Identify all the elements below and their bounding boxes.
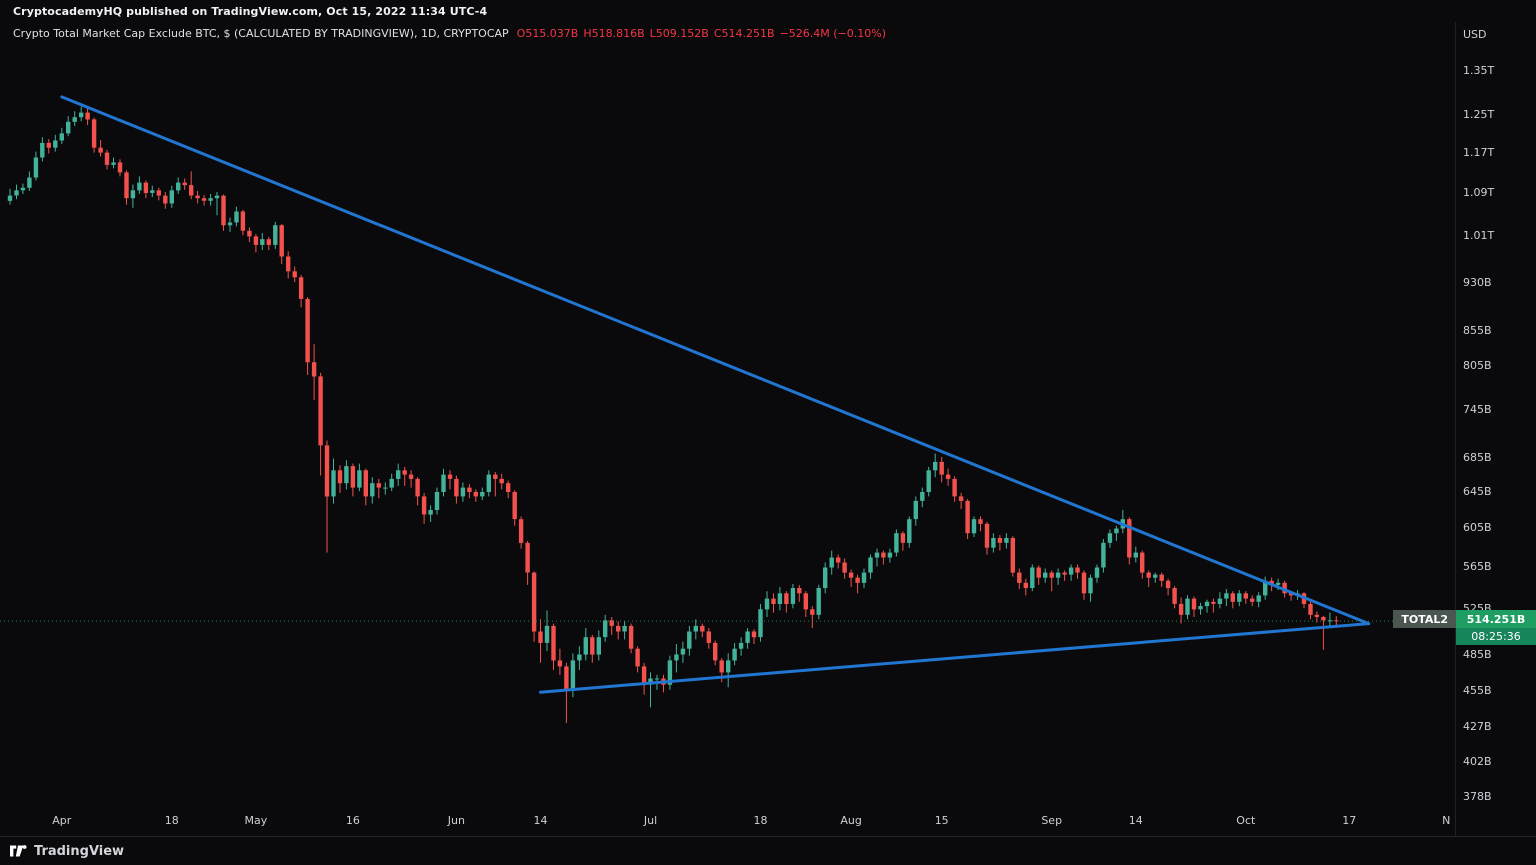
time-axis-label: 18 xyxy=(753,814,768,827)
price-label-symbol: TOTAL2 xyxy=(1393,610,1456,628)
time-axis-label: Jul xyxy=(643,814,658,827)
time-axis-label: 17 xyxy=(1342,814,1357,827)
price-tick-label: 1.09T xyxy=(1463,185,1495,199)
low-value: L509.152B xyxy=(649,27,709,40)
time-axis-label: 18 xyxy=(164,814,179,827)
open-value: O515.037B xyxy=(516,27,579,40)
footer-bar: TradingView xyxy=(0,836,1536,865)
price-tick-label: 605B xyxy=(1463,521,1492,535)
bar-countdown: 08:25:36 xyxy=(1456,628,1536,645)
close-value: C514.251B xyxy=(713,27,775,40)
price-tick-label: 805B xyxy=(1463,358,1492,372)
attribution-text: CryptocademyHQ published on TradingView.… xyxy=(13,4,488,18)
price-tick-label: 1.25T xyxy=(1463,107,1495,121)
price-tick-label: 485B xyxy=(1463,647,1492,661)
price-label-value: 514.251B xyxy=(1456,610,1536,628)
price-tick-label: 427B xyxy=(1463,720,1492,734)
time-axis-label: 15 xyxy=(934,814,949,827)
price-tick-label: 1.35T xyxy=(1463,64,1495,77)
price-axis-currency: USD xyxy=(1463,28,1487,41)
time-axis-label: 14 xyxy=(1128,814,1143,827)
attribution-bar: CryptocademyHQ published on TradingView.… xyxy=(0,0,1536,22)
descending-resistance-trendline[interactable] xyxy=(60,95,1371,626)
price-tick-label: 565B xyxy=(1463,560,1492,574)
tradingview-logo[interactable] xyxy=(10,844,27,858)
price-tick-label: 455B xyxy=(1463,683,1492,697)
time-axis-label: Apr xyxy=(52,814,72,827)
price-tick-label: 378B xyxy=(1463,789,1492,803)
price-tick-label: 1.01T xyxy=(1463,229,1495,243)
symbol-description: Crypto Total Market Cap Exclude BTC, $ (… xyxy=(13,27,509,40)
time-axis-label: 16 xyxy=(345,814,360,827)
price-tick-label: 855B xyxy=(1463,324,1492,338)
ascending-support-trendline[interactable] xyxy=(539,622,1371,694)
time-axis-label: May xyxy=(244,814,268,827)
ohlc-values: O515.037B H518.816B L509.152B C514.251B −526… xyxy=(517,27,891,40)
time-axis-label: Aug xyxy=(840,814,862,827)
time-axis-label: Oct xyxy=(1236,814,1256,827)
price-tick-label: 685B xyxy=(1463,450,1492,464)
price-tick-label: 1.17T xyxy=(1463,145,1495,159)
current-price-label: TOTAL2 514.251B 08:25:36 xyxy=(1393,610,1536,645)
price-tick-label: 745B xyxy=(1463,402,1492,416)
time-axis-label: Sep xyxy=(1041,814,1063,827)
time-axis-label: 14 xyxy=(533,814,548,827)
tradingview-brand[interactable]: TradingView xyxy=(34,843,125,859)
high-value: H518.816B xyxy=(583,27,645,40)
chart-legend: Crypto Total Market Cap Exclude BTC, $ (… xyxy=(13,27,891,40)
time-axis-label: N xyxy=(1442,814,1451,827)
price-tick-label: 645B xyxy=(1463,485,1492,498)
price-axis[interactable]: USD 1.35T 1.25T 1.17T 1.09T 1.01T 930B 855B 805… xyxy=(1456,22,1536,836)
time-axis-label: Jun xyxy=(447,814,465,827)
change-value: −526.4M (−0.10%) xyxy=(779,27,887,40)
candle-series xyxy=(7,106,1339,724)
price-tick-label: 930B xyxy=(1463,276,1492,290)
price-tick-label: 402B xyxy=(1463,754,1492,768)
time-axis[interactable]: Apr 18 May 16 Jun 14 Jul 18 Aug 15 Sep 14 Oct 17 N xyxy=(0,806,1455,836)
